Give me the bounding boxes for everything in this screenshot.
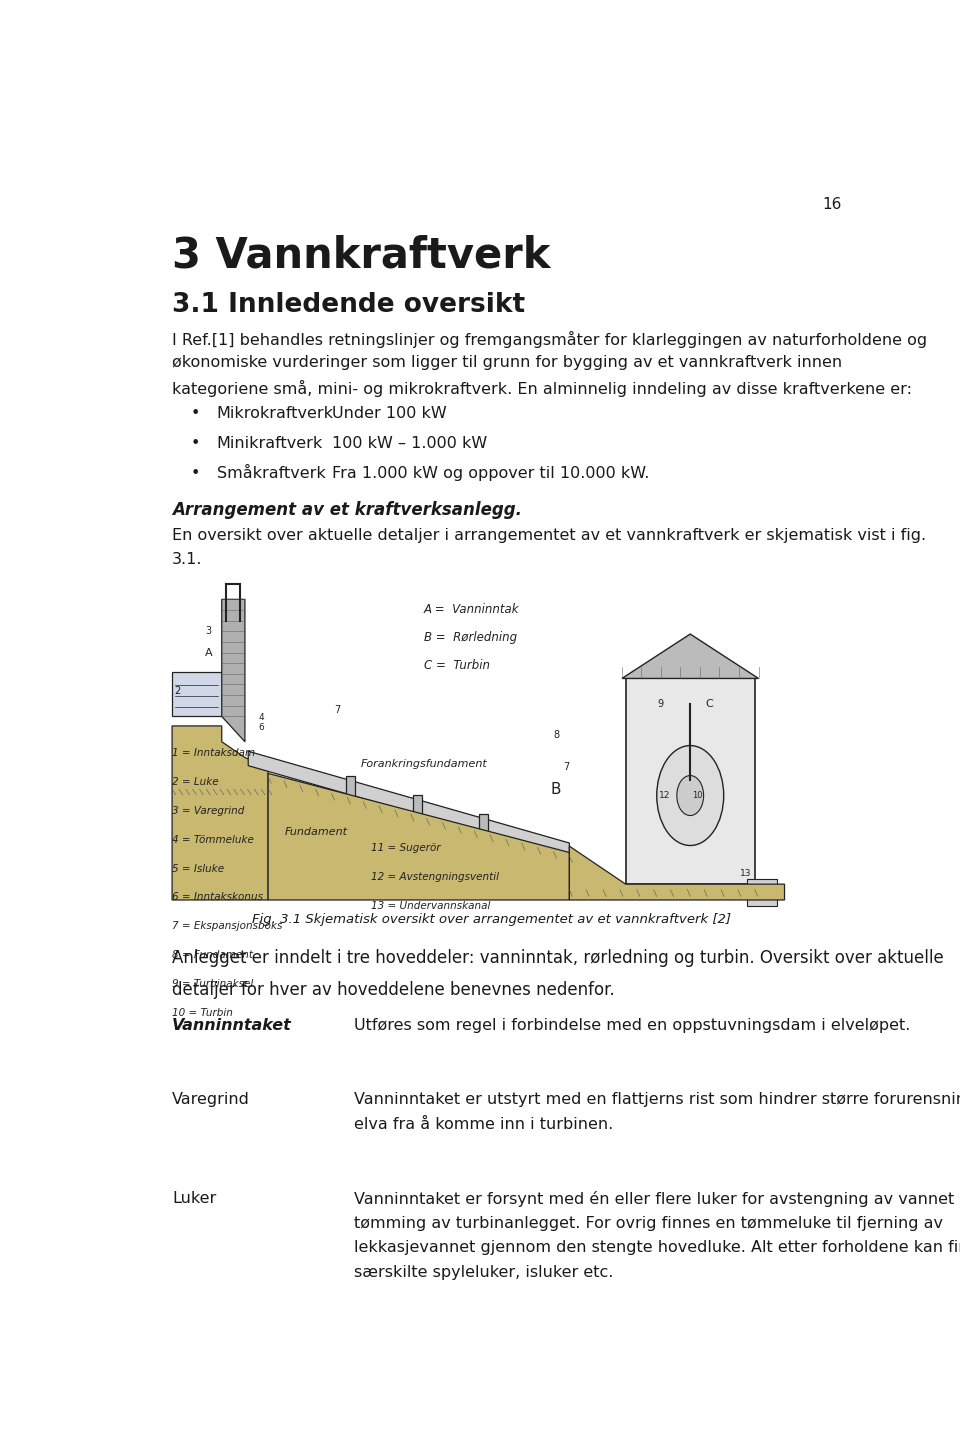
- Text: elva fra å komme inn i turbinen.: elva fra å komme inn i turbinen.: [354, 1118, 613, 1132]
- Text: 2: 2: [175, 686, 180, 696]
- Bar: [413, 795, 421, 819]
- Text: økonomiske vurderinger som ligger til grunn for bygging av et vannkraftverk inne: økonomiske vurderinger som ligger til gr…: [172, 355, 842, 371]
- Text: kategoriene små, mini- og mikrokraftverk. En alminnelig inndeling av disse kraft: kategoriene små, mini- og mikrokraftverk…: [172, 379, 912, 397]
- Text: 4 = Tömmeluke: 4 = Tömmeluke: [172, 835, 254, 845]
- Text: 2 = Luke: 2 = Luke: [172, 777, 219, 787]
- Text: Fra 1.000 kW og oppover til 10.000 kW.: Fra 1.000 kW og oppover til 10.000 kW.: [332, 466, 649, 482]
- Text: B =  Rørledning: B = Rørledning: [423, 632, 516, 645]
- Text: Fig. 3.1 Skjematisk oversikt over arrangementet av et vannkraftverk [2]: Fig. 3.1 Skjematisk oversikt over arrang…: [252, 913, 732, 926]
- Text: 12 = Avstengningsventil: 12 = Avstengningsventil: [371, 872, 499, 883]
- Text: 3 Vannkraftverk: 3 Vannkraftverk: [172, 234, 550, 275]
- Text: 6 = Inntakskonus: 6 = Inntakskonus: [172, 893, 263, 903]
- Text: A: A: [204, 647, 212, 658]
- Text: 3.1 Innledende oversikt: 3.1 Innledende oversikt: [172, 291, 525, 317]
- Text: 8: 8: [553, 731, 559, 740]
- Bar: [479, 813, 488, 838]
- Text: 4
6: 4 6: [258, 712, 264, 733]
- Text: 3.1.: 3.1.: [172, 552, 203, 567]
- Text: 11 = Sugerör: 11 = Sugerör: [371, 844, 441, 854]
- Text: 7: 7: [563, 761, 569, 771]
- Bar: [347, 776, 355, 800]
- Polygon shape: [172, 672, 222, 717]
- Text: 9: 9: [658, 699, 663, 709]
- Text: Anlegget er inndelt i tre hoveddeler: vanninntak, rørledning og turbin. Oversikt: Anlegget er inndelt i tre hoveddeler: va…: [172, 949, 944, 966]
- Text: 100 kW – 1.000 kW: 100 kW – 1.000 kW: [332, 437, 488, 451]
- Text: 8 = Fundament: 8 = Fundament: [172, 950, 253, 960]
- Text: Arrangement av et kraftverksanlegg.: Arrangement av et kraftverksanlegg.: [172, 500, 522, 519]
- Text: Utføres som regel i forbindelse med en oppstuvningsdam i elveløpet.: Utføres som regel i forbindelse med en o…: [354, 1018, 911, 1032]
- Text: 9 = Turbinaksel: 9 = Turbinaksel: [172, 979, 253, 989]
- Text: 3: 3: [205, 626, 211, 636]
- Text: 10 = Turbin: 10 = Turbin: [172, 1008, 233, 1018]
- Polygon shape: [222, 600, 245, 741]
- Text: Luker: Luker: [172, 1191, 216, 1207]
- Text: Mikrokraftverk: Mikrokraftverk: [217, 407, 334, 421]
- Text: Fundament: Fundament: [285, 828, 348, 838]
- Text: C =  Turbin: C = Turbin: [423, 659, 490, 672]
- Text: 10: 10: [692, 792, 703, 800]
- Bar: [747, 878, 777, 907]
- Text: 13: 13: [740, 868, 752, 878]
- Text: B: B: [551, 782, 562, 797]
- Text: •: •: [191, 407, 200, 421]
- Circle shape: [657, 746, 724, 845]
- Polygon shape: [172, 725, 268, 900]
- Text: 7 = Ekspansjonsboks: 7 = Ekspansjonsboks: [172, 921, 282, 932]
- Text: •: •: [191, 466, 200, 482]
- Circle shape: [677, 776, 704, 816]
- Text: Under 100 kW: Under 100 kW: [332, 407, 446, 421]
- Text: særskilte spyleluker, isluker etc.: særskilte spyleluker, isluker etc.: [354, 1265, 613, 1279]
- Text: 1 = Inntaksdam: 1 = Inntaksdam: [172, 748, 255, 758]
- Text: Vanninntaket er utstyrt med en flattjerns rist som hindrer større forurensninger: Vanninntaket er utstyrt med en flattjern…: [354, 1093, 960, 1107]
- Text: 7: 7: [334, 705, 341, 715]
- Text: En oversikt over aktuelle detaljer i arrangementet av et vannkraftverk er skjema: En oversikt over aktuelle detaljer i arr…: [172, 528, 926, 542]
- Bar: [626, 678, 755, 884]
- Polygon shape: [249, 751, 569, 858]
- Polygon shape: [622, 634, 758, 678]
- Text: 13 = Undervannskanal: 13 = Undervannskanal: [371, 901, 491, 911]
- Text: Varegrind: Varegrind: [172, 1093, 250, 1107]
- Polygon shape: [569, 846, 784, 900]
- Text: Minikraftverk: Minikraftverk: [217, 437, 323, 451]
- Text: 16: 16: [823, 198, 842, 212]
- Text: lekkasjevannet gjennom den stengte hovedluke. Alt etter forholdene kan finnes: lekkasjevannet gjennom den stengte hoved…: [354, 1240, 960, 1255]
- Text: •: •: [191, 437, 200, 451]
- Text: Vanninntaket er forsynt med én eller flere luker for avstengning av vannet og: Vanninntaket er forsynt med én eller fle…: [354, 1191, 960, 1207]
- Text: 5 = Isluke: 5 = Isluke: [172, 864, 225, 874]
- Text: Småkraftverk: Småkraftverk: [217, 466, 325, 482]
- Text: Vanninntaket: Vanninntaket: [172, 1018, 292, 1032]
- Text: 12: 12: [659, 792, 670, 800]
- Text: 3 = Varegrind: 3 = Varegrind: [172, 806, 245, 816]
- Polygon shape: [268, 773, 569, 900]
- Text: I Ref.[1] behandles retningslinjer og fremgangsmåter for klarleggingen av naturf: I Ref.[1] behandles retningslinjer og fr…: [172, 330, 927, 348]
- Text: A =  Vanninntak: A = Vanninntak: [423, 603, 519, 616]
- Text: C: C: [705, 699, 712, 709]
- Text: tømming av turbinanlegget. For ovrig finnes en tømmeluke til fjerning av: tømming av turbinanlegget. For ovrig fin…: [354, 1216, 944, 1230]
- Text: detaljer for hver av hoveddelene benevnes nedenfor.: detaljer for hver av hoveddelene benevne…: [172, 981, 614, 999]
- Text: Forankringsfundament: Forankringsfundament: [361, 758, 488, 769]
